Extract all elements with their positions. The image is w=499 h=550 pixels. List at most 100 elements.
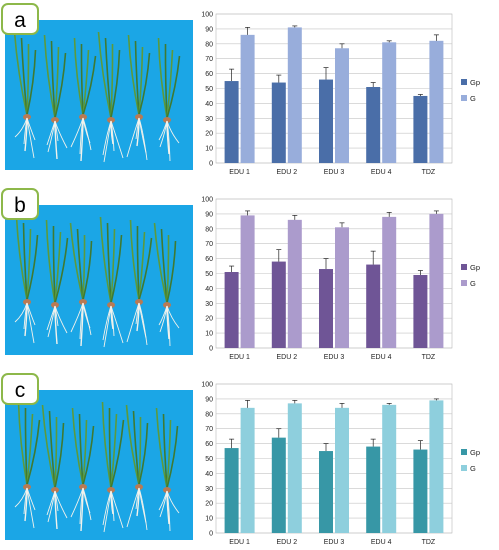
y-tick-label: 40 <box>205 471 213 478</box>
x-tick-label: EDU 1 <box>229 539 250 546</box>
bar-g-edu3 <box>335 407 349 533</box>
y-tick-label: 70 <box>205 426 213 433</box>
bar-g-edu4 <box>382 404 397 533</box>
y-tick-label: 0 <box>209 346 213 353</box>
bar-g-edu3 <box>335 227 349 348</box>
y-tick-label: 80 <box>205 226 213 233</box>
x-tick-label: EDU 3 <box>324 354 345 361</box>
x-tick-label: EDU 1 <box>229 169 250 176</box>
bar-gp-edu3 <box>319 269 333 348</box>
legend-swatch <box>461 465 467 471</box>
chart-svg-c: 0 10 20 30 40 50 60 70 80 90 100 EDU 1 EDU 2 EDU 3 EDU… <box>201 382 480 547</box>
legend-label: G <box>470 94 476 103</box>
y-tick-label: 40 <box>205 286 213 293</box>
seedling <box>43 34 68 160</box>
bar-gp-edu1 <box>224 448 239 533</box>
bar-chart-b: 0 10 20 30 40 50 60 70 80 90 100 EDU 1 EDU 2 EDU 3 EDU… <box>196 185 499 365</box>
y-tick-label: 100 <box>201 12 213 19</box>
seedling <box>153 222 180 347</box>
x-tick-label: TDZ <box>422 354 436 361</box>
chart-svg-a: 0 10 20 30 40 50 60 70 80 90 100 EDU 1 EDU 2 EDU 3 EDU… <box>201 12 480 177</box>
bar-g-edu2 <box>287 403 302 533</box>
y-tick-label: 70 <box>205 56 213 63</box>
y-tick-label: 0 <box>209 531 213 538</box>
y-tick-label: 30 <box>205 486 213 493</box>
y-tick-label: 60 <box>205 256 213 263</box>
seedling-photo-b <box>5 205 193 355</box>
x-tick-label: TDZ <box>422 169 436 176</box>
x-tick-label: EDU 3 <box>324 539 345 546</box>
bar-gp-edu3 <box>319 79 333 163</box>
panel-a: a 0 10 20 30 40 50 60 70 80 90 100 EDU 1 EDU 2 EDU 3 E… <box>0 0 499 180</box>
seedling <box>126 219 153 346</box>
x-tick-label: EDU 4 <box>371 169 392 176</box>
bar-g-tdz <box>429 40 444 163</box>
bar-g-edu4 <box>382 216 397 348</box>
seedling <box>157 37 181 162</box>
bar-gp-tdz <box>413 95 428 163</box>
legend-label: Gp <box>470 448 480 457</box>
bar-g-edu3 <box>335 48 349 163</box>
seedling <box>13 31 37 159</box>
x-tick-label: EDU 2 <box>276 169 297 176</box>
y-tick-label: 10 <box>205 516 213 523</box>
y-tick-label: 90 <box>205 211 213 218</box>
bar-gp-edu1 <box>224 81 239 163</box>
chart-svg-b: 0 10 20 30 40 50 60 70 80 90 100 EDU 1 EDU 2 EDU 3 EDU… <box>201 197 480 362</box>
y-tick-label: 10 <box>205 146 213 153</box>
seedling <box>69 222 93 347</box>
bar-g-tdz <box>429 213 444 348</box>
y-tick-label: 20 <box>205 131 213 138</box>
bar-g-edu1 <box>240 407 255 533</box>
bar-gp-edu4 <box>366 264 381 348</box>
legend-swatch <box>461 280 467 286</box>
seedling <box>101 401 125 533</box>
seedling-photo-c <box>5 390 193 540</box>
y-tick-label: 50 <box>205 271 213 278</box>
legend-swatch <box>461 79 467 85</box>
seedling <box>125 404 149 531</box>
bar-chart-c: 0 10 20 30 40 50 60 70 80 90 100 EDU 1 EDU 2 EDU 3 EDU… <box>196 370 499 550</box>
seedling <box>155 407 180 532</box>
seedlings-illustration-a <box>13 31 181 163</box>
bar-g-edu2 <box>287 219 302 348</box>
bar-gp-edu2 <box>271 82 286 163</box>
x-tick-label: TDZ <box>422 539 436 546</box>
seedling <box>14 401 41 529</box>
seedlings-illustration-b <box>14 216 180 348</box>
y-tick-label: 20 <box>205 316 213 323</box>
bar-gp-edu1 <box>224 272 239 348</box>
x-tick-label: EDU 3 <box>324 169 345 176</box>
bar-g-edu1 <box>240 34 255 163</box>
y-tick-label: 0 <box>209 161 213 168</box>
panel-label-a: a <box>1 3 39 35</box>
y-tick-label: 30 <box>205 301 213 308</box>
bar-g-edu2 <box>287 27 302 163</box>
seedling <box>126 34 151 161</box>
y-tick-label: 10 <box>205 331 213 338</box>
seedling <box>41 404 68 530</box>
y-tick-label: 30 <box>205 116 213 123</box>
y-tick-label: 50 <box>205 86 213 93</box>
legend-label: G <box>470 464 476 473</box>
y-tick-label: 90 <box>205 396 213 403</box>
y-tick-label: 80 <box>205 411 213 418</box>
bar-gp-tdz <box>413 449 428 533</box>
panel-c: c 0 10 20 30 40 50 60 70 80 90 100 EDU 1 EDU 2 EDU 3 E… <box>0 370 499 550</box>
bar-gp-edu4 <box>366 446 381 533</box>
legend-swatch <box>461 449 467 455</box>
bar-gp-tdz <box>413 274 428 348</box>
y-tick-label: 90 <box>205 26 213 33</box>
seedling-photo-a <box>5 20 193 170</box>
y-tick-label: 60 <box>205 441 213 448</box>
seedling <box>70 407 95 532</box>
bar-g-edu1 <box>240 215 255 348</box>
y-tick-label: 40 <box>205 101 213 108</box>
seedling <box>14 216 39 344</box>
y-tick-label: 100 <box>201 197 213 204</box>
x-tick-label: EDU 1 <box>229 354 250 361</box>
y-tick-label: 70 <box>205 241 213 248</box>
legend-label: Gp <box>470 78 480 87</box>
y-tick-label: 50 <box>205 456 213 463</box>
bar-g-edu4 <box>382 42 397 164</box>
